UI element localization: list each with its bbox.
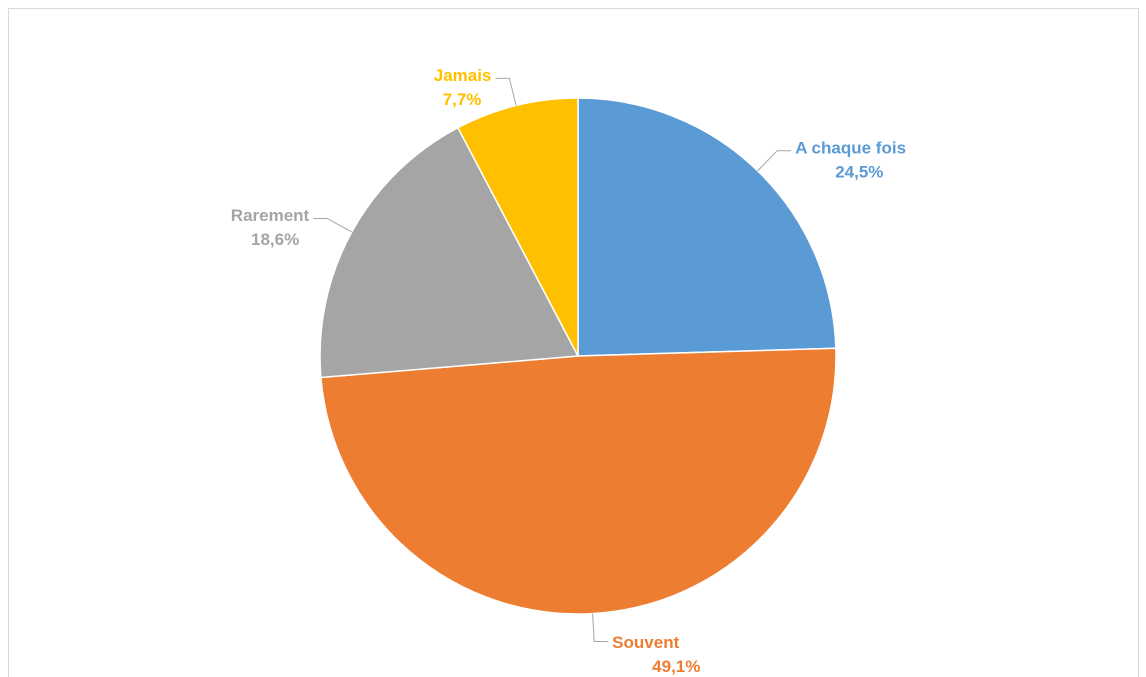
data-label-value: 49,1% (652, 657, 700, 676)
data-label-value: 24,5% (835, 162, 883, 181)
data-label-value: 7,7% (443, 90, 482, 109)
data-label-value: 18,6% (251, 230, 299, 249)
leader-line (592, 613, 609, 643)
data-label-category: A chaque fois (795, 138, 906, 157)
data-label-category: Jamais (434, 66, 492, 85)
pie-slice (319, 126, 580, 379)
data-label-category: Souvent (612, 633, 679, 652)
leader-line (757, 150, 792, 172)
leader-line (495, 77, 517, 106)
data-label-category: Rarement (231, 206, 310, 225)
leader-line (313, 217, 353, 233)
